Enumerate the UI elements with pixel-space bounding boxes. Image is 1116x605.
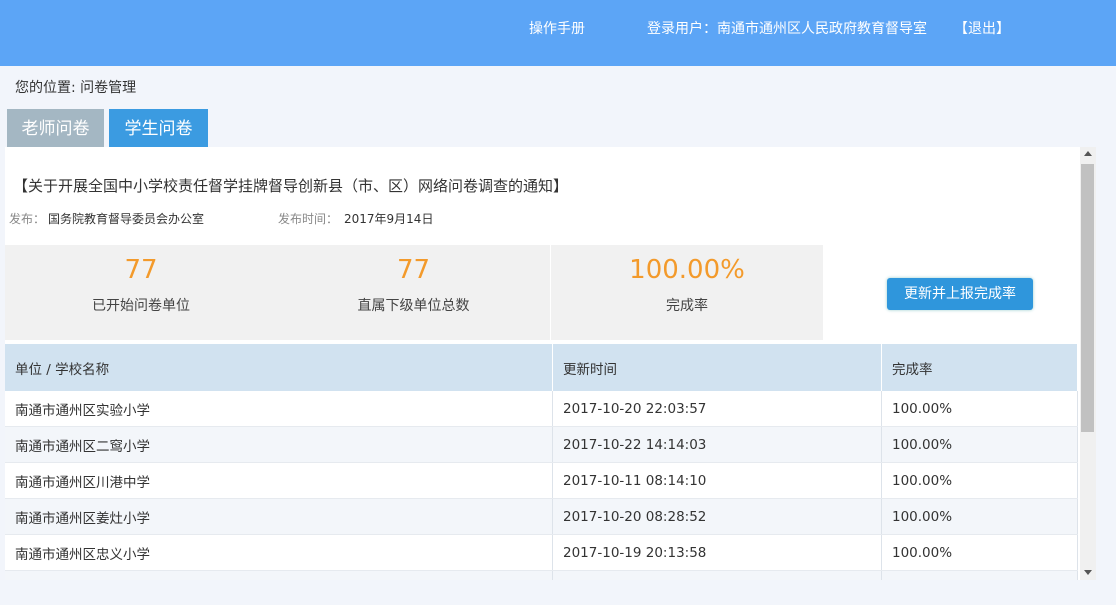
scrollbar[interactable]	[1080, 147, 1096, 580]
table-cell: 南通市锡通园区小学	[5, 570, 553, 580]
notice-title: 【关于开展全国中小学校责任督学挂牌督导创新县（市、区）网络问卷调查的通知】	[13, 177, 569, 195]
table-cell: 南通市通州区忠义小学	[5, 534, 553, 571]
table-cell: 100.00%	[881, 498, 1078, 535]
publisher-label: 发布：	[9, 212, 46, 226]
breadcrumb: 您的位置: 问卷管理	[15, 80, 137, 96]
header: 操作手册 登录用户：南通市通州区人民政府教育督导室 【退出】	[0, 0, 1116, 66]
table-row: 南通市通州区实验小学 2017-10-20 22:03:57 100.00%	[5, 391, 1078, 427]
stat: 77 直属下级单位总数	[277, 245, 550, 340]
table-row: 南通市通州区姜灶小学 2017-10-20 08:28:52 100.00%	[5, 498, 1078, 535]
table-cell: 100.00%	[881, 534, 1078, 571]
table-cell: 2017-10-11 08:14:10	[552, 462, 882, 499]
column-header: 单位 / 学校名称	[5, 344, 553, 391]
table-cell: 2017-10-19 20:13:58	[552, 534, 882, 571]
table-row: 南通市通州区二窎小学 2017-10-22 14:14:03 100.00%	[5, 426, 1078, 463]
column-header: 完成率	[881, 344, 1078, 391]
stat-value: 100.00%	[629, 255, 745, 285]
stat-label: 直属下级单位总数	[357, 298, 470, 314]
table-cell: 100.00%	[881, 391, 1078, 427]
stat-label: 已开始问卷单位	[92, 298, 190, 314]
stat-value: 77	[124, 255, 158, 285]
school-table: 单位 / 学校名称 更新时间 完成率 南通市通州区实验小学 2017-10-20 …	[5, 344, 1078, 580]
table-cell: 100.00%	[881, 426, 1078, 463]
time-label: 发布时间：	[278, 212, 339, 226]
update-button[interactable]: 更新并上报完成率	[887, 278, 1033, 310]
stat: 77 已开始问卷单位	[5, 245, 277, 340]
logout-link[interactable]: 【退出】	[954, 21, 1010, 37]
table-cell: 南通市通州区二窎小学	[5, 426, 553, 463]
table-cell: 南通市通州区实验小学	[5, 391, 553, 427]
stat: 100.00% 完成率	[551, 245, 823, 340]
column-header: 更新时间	[552, 344, 882, 391]
content-panel: 【关于开展全国中小学校责任督学挂牌督导创新县（市、区）网络问卷调查的通知】 发布…	[5, 147, 1080, 580]
tab[interactable]: 老师问卷	[7, 109, 104, 147]
login-user: 登录用户：南通市通州区人民政府教育督导室	[647, 21, 927, 37]
table-cell: 2017-10-20 20:59:03	[552, 570, 882, 580]
table-cell: 南通市通州区川港中学	[5, 462, 553, 499]
table-cell: 2017-10-22 14:14:03	[552, 426, 882, 463]
manual-link[interactable]: 操作手册	[529, 21, 585, 37]
publish-time: 2017年9月14日	[344, 212, 434, 226]
header-row: 单位 / 学校名称 更新时间 完成率	[5, 344, 1078, 391]
stat-label: 完成率	[666, 298, 708, 314]
tab-active[interactable]: 学生问卷	[109, 109, 208, 147]
stat-value: 77	[396, 255, 431, 285]
table-row: 南通市通州区忠义小学 2017-10-19 20:13:58 100.00%	[5, 534, 1078, 571]
table-cell: 100.00%	[881, 462, 1078, 499]
table-cell: 2017-10-20 22:03:57	[552, 391, 882, 427]
table-body: 南通市通州区实验小学 2017-10-20 22:03:57 100.00% 南通市通…	[5, 391, 1078, 580]
table-cell: 2017-10-20 08:28:52	[552, 498, 882, 535]
publisher: 国务院教育督导委员会办公室	[48, 212, 205, 226]
table-cell: 100.00%	[881, 570, 1078, 580]
table-cell: 南通市通州区姜灶小学	[5, 498, 553, 535]
table-row: 南通市通州区川港中学 2017-10-11 08:14:10 100.00%	[5, 462, 1078, 499]
